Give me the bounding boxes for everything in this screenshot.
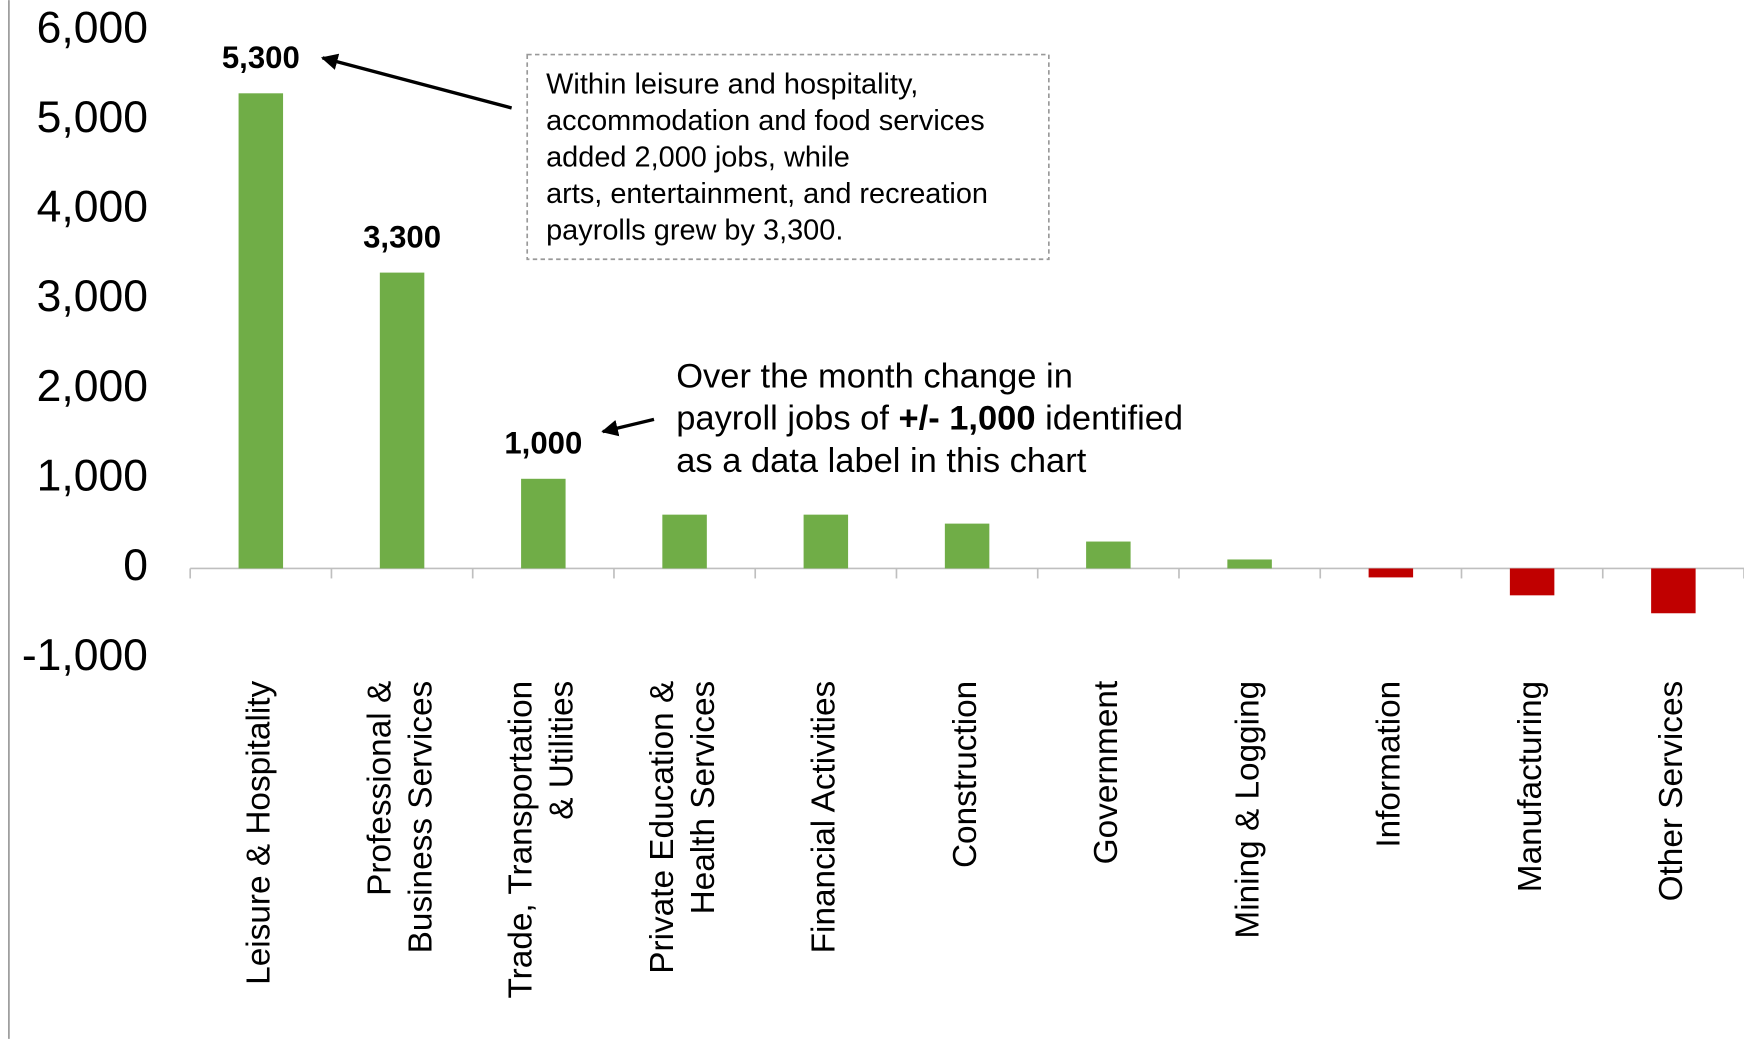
x-tick-label: Private Education & <box>644 681 681 974</box>
annotation-line: payroll jobs of +/- 1,000 identified <box>676 400 1183 438</box>
annotation-arrow <box>320 53 513 110</box>
data-label: 3,300 <box>363 219 441 254</box>
y-tick-label: 5,000 <box>37 93 148 142</box>
annotation-text: payroll jobs of <box>676 400 898 438</box>
y-tick-label: 6,000 <box>37 3 148 52</box>
bar <box>944 523 990 569</box>
bar <box>1509 568 1555 596</box>
annotation-line: Within leisure and hospitality, <box>546 68 918 100</box>
bar <box>803 514 849 569</box>
annotation-bold: +/- 1,000 <box>898 400 1035 438</box>
bar <box>1651 568 1696 614</box>
y-tick-label: 0 <box>123 541 148 590</box>
x-tick-label: Mining & Logging <box>1229 681 1266 939</box>
bar <box>379 272 425 569</box>
x-tick-label: Construction <box>947 681 984 868</box>
data-label: 5,300 <box>222 40 300 75</box>
x-tick-label: Government <box>1088 680 1125 864</box>
annotation-line: added 2,000 jobs, while <box>546 141 850 173</box>
x-tick-label: Financial Activities <box>806 681 843 954</box>
x-tick-label: Other Services <box>1653 681 1690 902</box>
annotation-text: identified <box>1036 400 1184 438</box>
bar <box>521 478 566 569</box>
y-tick-label: 4,000 <box>37 183 148 232</box>
annotation-box <box>526 53 1050 261</box>
y-tick-label: 3,000 <box>37 272 148 321</box>
x-tick-label: Information <box>1371 681 1408 848</box>
x-tick-label: & Utilities <box>544 681 581 820</box>
annotation-line: accommodation and food services <box>546 105 985 137</box>
x-tick-label: Health Services <box>685 681 722 915</box>
bar <box>238 93 284 569</box>
annotation-line: as a data label in this chart <box>676 442 1086 480</box>
y-tick-label: -1,000 <box>22 631 148 680</box>
annotation-line: payrolls grew by 3,300. <box>546 214 843 246</box>
x-tick-label: Leisure & Hospitality <box>241 680 278 984</box>
x-tick-label: Business Services <box>402 681 439 954</box>
bar <box>662 514 707 569</box>
bar <box>1227 559 1272 569</box>
data-label: 1,000 <box>504 426 582 461</box>
x-tick-label: Manufacturing <box>1512 681 1549 892</box>
bar <box>1368 568 1414 578</box>
annotation: Within leisure and hospitality, accommoda… <box>546 68 988 246</box>
annotation-line: arts, entertainment, and recreation <box>546 178 988 210</box>
x-tick-label: Professional & <box>361 681 398 896</box>
y-tick-label: 2,000 <box>37 362 148 411</box>
bar <box>1086 541 1131 569</box>
y-tick-label: 1,000 <box>37 452 148 501</box>
annotation-line: Over the month change in <box>676 357 1073 395</box>
annotation-arrow <box>601 417 655 437</box>
x-tick-label: Trade, Transportation <box>503 681 540 999</box>
